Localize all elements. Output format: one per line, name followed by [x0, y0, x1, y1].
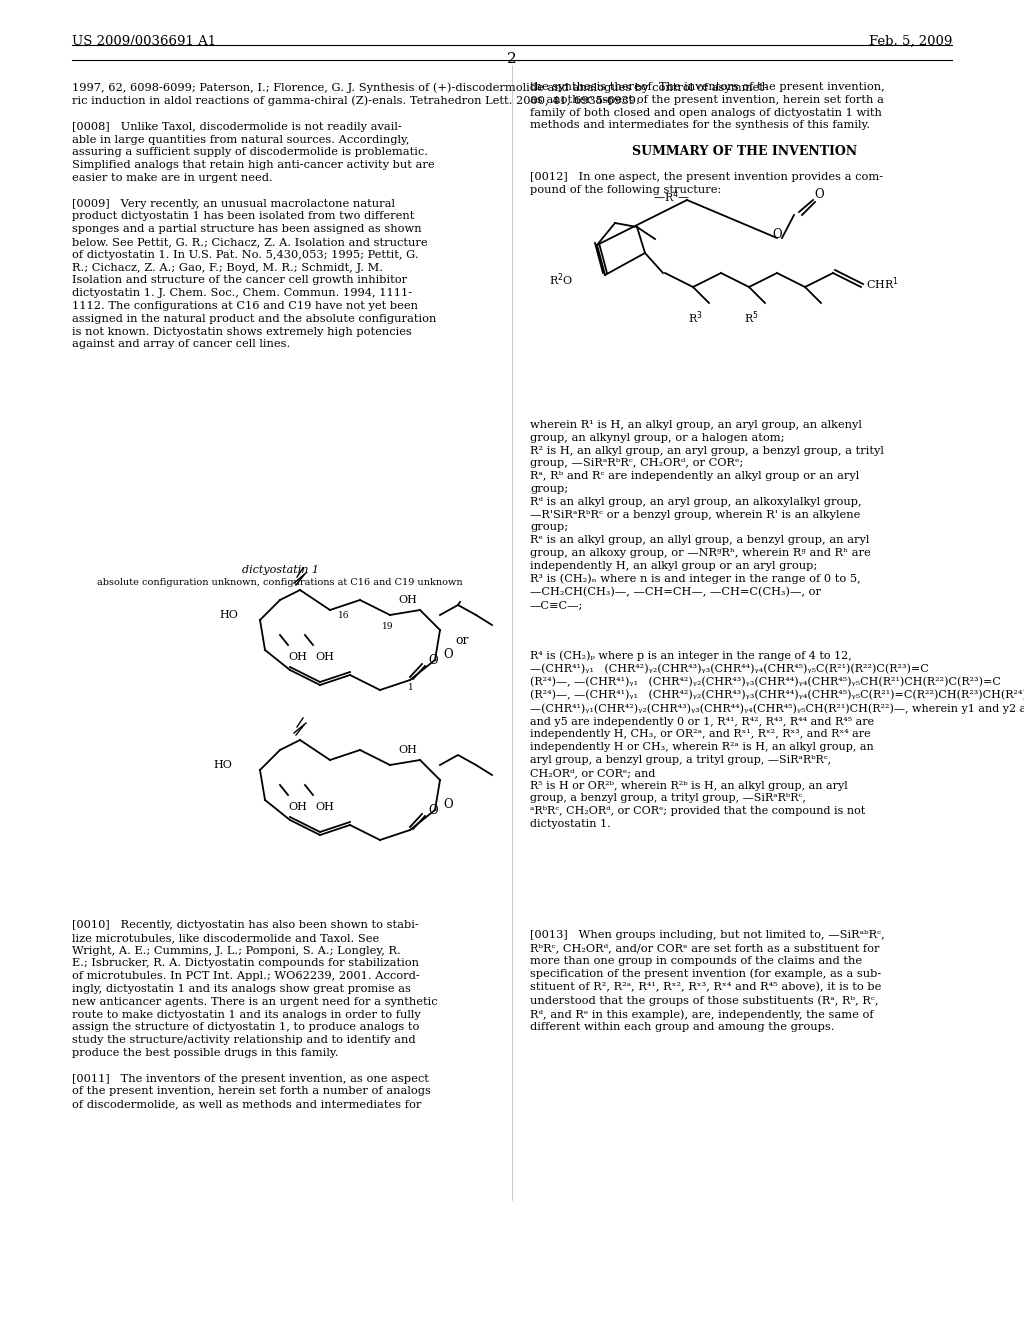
Text: HO: HO	[213, 760, 232, 770]
Text: O: O	[428, 804, 437, 817]
Text: Feb. 5, 2009: Feb. 5, 2009	[868, 36, 952, 48]
Text: absolute configuration unknown, configurations at C16 and C19 unknown: absolute configuration unknown, configur…	[97, 578, 463, 587]
Text: O: O	[428, 653, 437, 667]
Text: CHR$^1$: CHR$^1$	[866, 276, 899, 292]
Text: SUMMARY OF THE INVENTION: SUMMARY OF THE INVENTION	[633, 145, 857, 158]
Text: 16: 16	[338, 611, 349, 620]
Text: or: or	[455, 634, 469, 647]
Text: 1997, 62, 6098-6099; Paterson, I.; Florence, G. J. Synthesis of (+)-discodermoli: 1997, 62, 6098-6099; Paterson, I.; Flore…	[72, 82, 768, 350]
Text: OH: OH	[288, 803, 307, 812]
Text: O: O	[814, 189, 824, 202]
Text: the synthesis thereof. The inventors of the present invention,
as another aspect: the synthesis thereof. The inventors of …	[530, 82, 885, 131]
Text: R⁴ is (CH₂)ₚ where p is an integer in the range of 4 to 12,
—(CHR⁴¹)ᵧ₁   (CHR⁴²): R⁴ is (CH₂)ₚ where p is an integer in th…	[530, 649, 1024, 829]
Text: OH: OH	[315, 803, 334, 812]
Text: US 2009/0036691 A1: US 2009/0036691 A1	[72, 36, 216, 48]
Text: dictyostatin 1: dictyostatin 1	[242, 565, 318, 576]
Text: HO: HO	[219, 610, 238, 620]
Text: O: O	[443, 648, 453, 661]
Text: OH: OH	[288, 652, 307, 663]
Text: wherein R¹ is H, an alkyl group, an aryl group, an alkenyl
group, an alkynyl gro: wherein R¹ is H, an alkyl group, an aryl…	[530, 420, 884, 610]
Text: [0013]   When groups including, but not limited to, —SiRᵃᵇRᶜ,
RᵇRᶜ, CH₂ORᵈ, and/: [0013] When groups including, but not li…	[530, 931, 885, 1032]
Text: R$^5$: R$^5$	[743, 309, 759, 326]
Text: 1: 1	[408, 682, 414, 692]
Text: 2: 2	[507, 51, 517, 66]
Text: O: O	[772, 228, 781, 242]
Text: 19: 19	[382, 622, 393, 631]
Text: —R$^4$—: —R$^4$—	[653, 187, 691, 205]
Text: OH: OH	[398, 595, 417, 605]
Text: [0012]   In one aspect, the present invention provides a com-
pound of the follo: [0012] In one aspect, the present invent…	[530, 172, 883, 195]
Text: O: O	[443, 799, 453, 812]
Text: OH: OH	[398, 744, 417, 755]
Text: [0010]   Recently, dictyostatin has also been shown to stabi-
lize microtubules,: [0010] Recently, dictyostatin has also b…	[72, 920, 437, 1109]
Text: R$^2$O: R$^2$O	[549, 272, 573, 288]
Text: R$^3$: R$^3$	[688, 309, 702, 326]
Text: OH: OH	[315, 652, 334, 663]
